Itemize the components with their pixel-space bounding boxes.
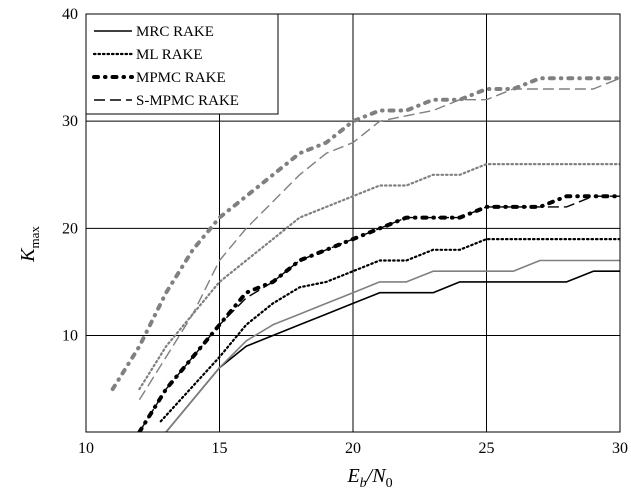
legend: MRC RAKE ML RAKE MPMC RAKE S-MPMC RAKE bbox=[85, 13, 279, 115]
legend-label: ML RAKE bbox=[136, 47, 203, 63]
series-line-dashed-black bbox=[138, 195, 620, 432]
x-tick-label: 30 bbox=[612, 440, 628, 457]
x-tick-label: 25 bbox=[479, 440, 495, 457]
x-tick-label: 15 bbox=[212, 440, 228, 457]
y-axis-label: Kmax bbox=[17, 226, 42, 263]
series-line-dash-dot-heavy-gray bbox=[110, 76, 620, 392]
series-line-dotted-black bbox=[159, 238, 620, 423]
y-tick-label: 30 bbox=[62, 113, 78, 130]
legend-label: MPMC RAKE bbox=[136, 70, 226, 86]
y-tick-label: 10 bbox=[62, 328, 78, 345]
y-tick-label: 20 bbox=[62, 220, 78, 237]
legend-label: S-MPMC RAKE bbox=[136, 93, 239, 109]
series-line-dashed-gray bbox=[138, 77, 620, 401]
series-line-solid-black bbox=[165, 270, 620, 432]
x-tick-label: 10 bbox=[78, 440, 94, 457]
y-axis-label-sub: max bbox=[27, 226, 42, 249]
x-axis-label-main: E bbox=[346, 465, 359, 487]
x-axis-label-sep: /N bbox=[366, 465, 388, 487]
plot-frame bbox=[85, 13, 621, 433]
y-tick-label: 40 bbox=[62, 6, 78, 23]
series-line-dotted-gray bbox=[138, 163, 620, 391]
series-line-solid-gray bbox=[165, 259, 620, 432]
x-tick-label: 20 bbox=[345, 440, 361, 457]
axis-ticks: 10 15 20 25 30 10 20 30 40 bbox=[62, 6, 628, 457]
x-axis-label: Eb/N0 bbox=[346, 465, 392, 491]
x-axis-label-sub1: b bbox=[360, 476, 367, 491]
legend-label: MRC RAKE bbox=[136, 24, 214, 40]
y-axis-label-main: K bbox=[17, 247, 39, 263]
data-series bbox=[110, 76, 620, 432]
x-axis-label-sub2: 0 bbox=[386, 476, 393, 491]
